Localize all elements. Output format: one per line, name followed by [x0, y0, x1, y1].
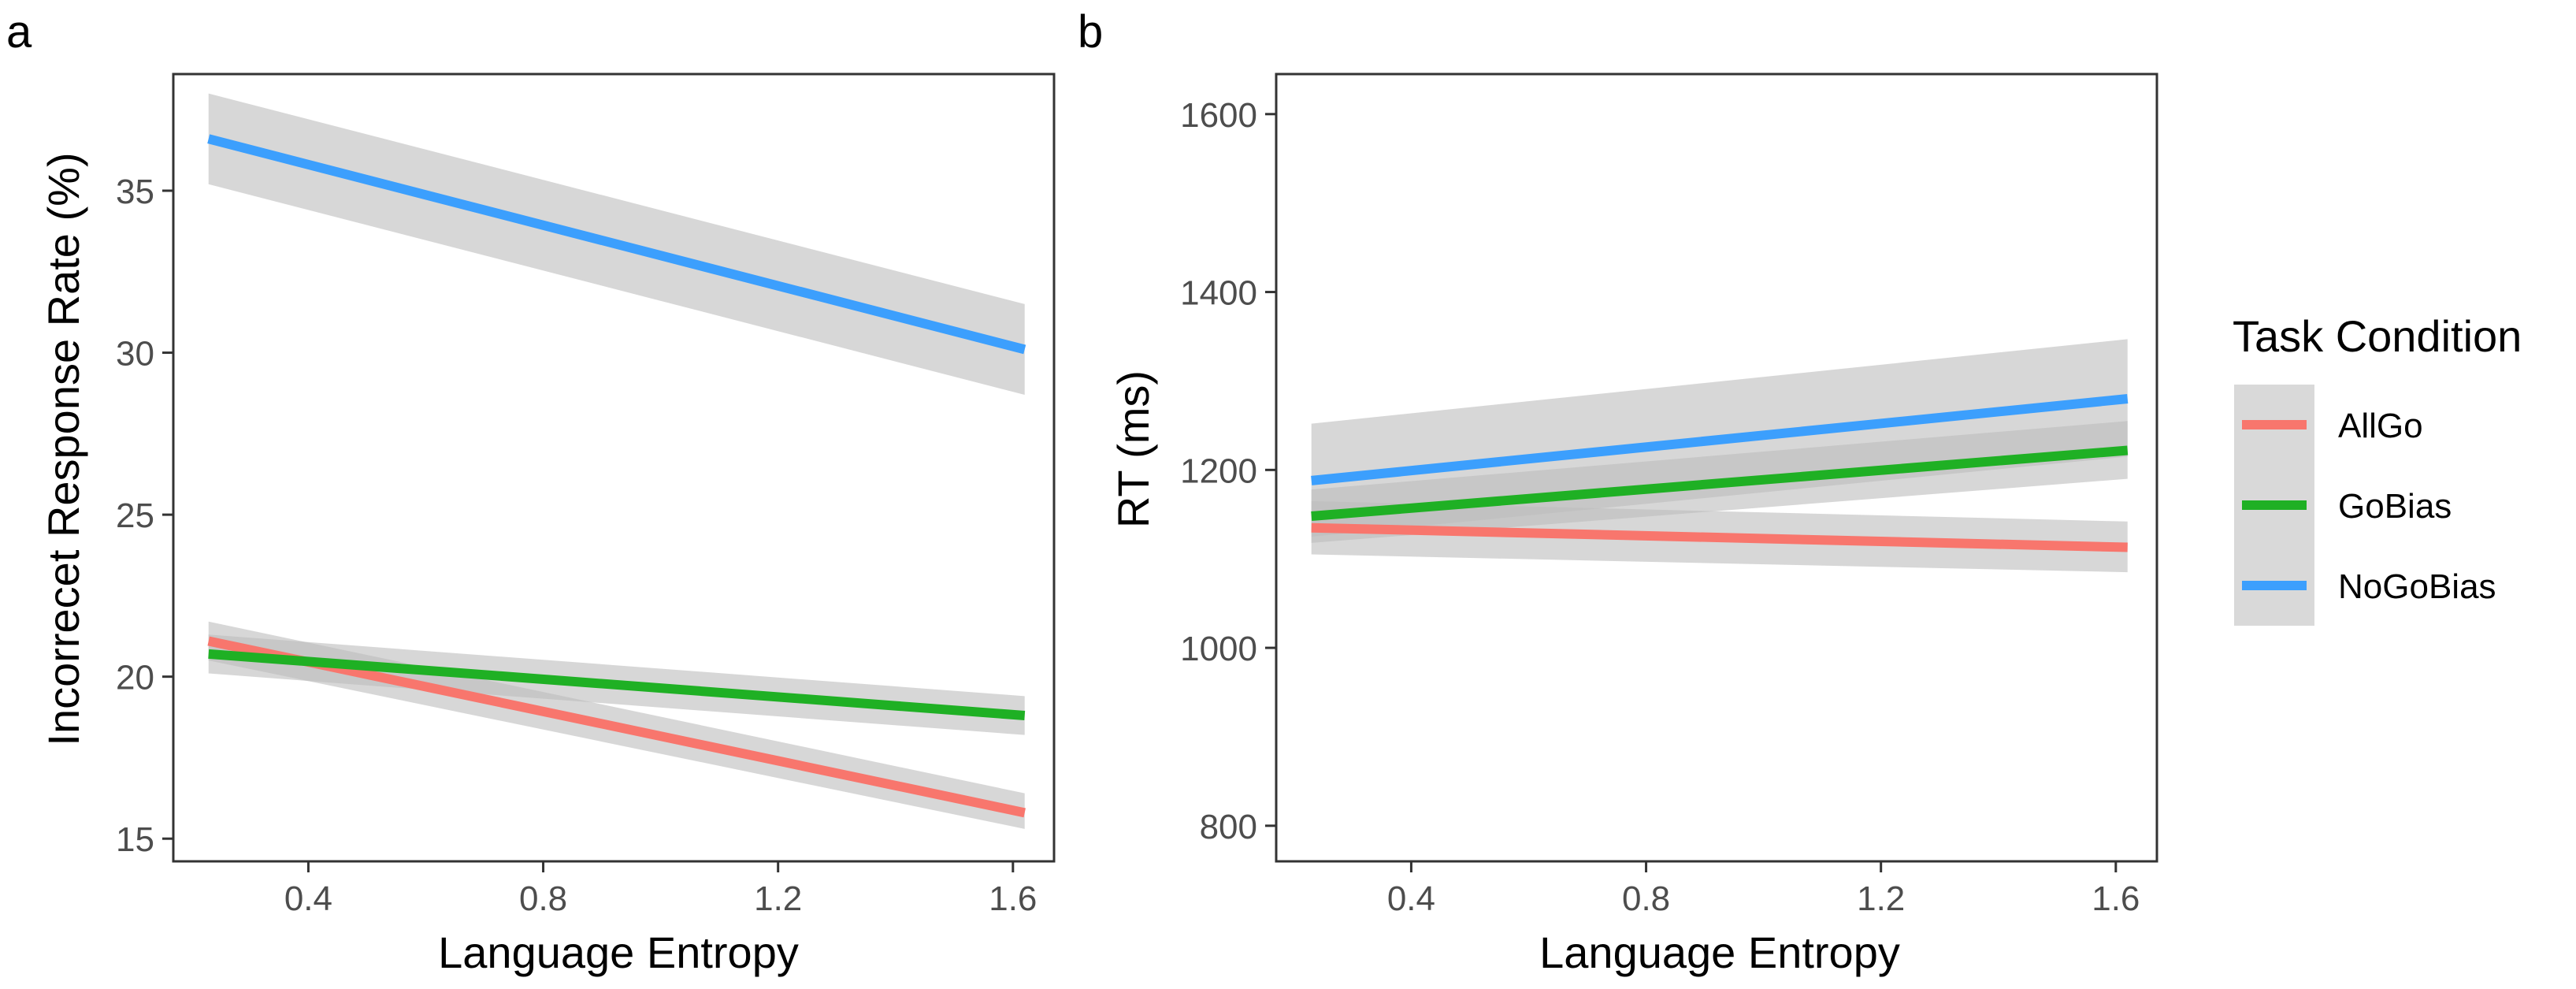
panel-b-x-tick-label: 1.6: [2092, 879, 2140, 918]
legend-label-allgo: AllGo: [2338, 407, 2423, 445]
panel-a-y-tick-label: 20: [116, 659, 154, 697]
panel-b-x-tick-label: 0.4: [1387, 879, 1435, 918]
legend-label-nogobias: NoGoBias: [2338, 567, 2496, 606]
panel-a-line-gobias: [208, 649, 1026, 720]
panel-b-x-tick-label: 0.8: [1622, 879, 1670, 918]
panel-a-x-tick-label: 0.4: [284, 879, 332, 918]
panel-a: a 0.4 0.8 1.2 1.6 15 20 25 30 35 Language Entrop…: [6, 6, 1056, 977]
panel-b-line-allgo: [1311, 522, 2128, 552]
panel-b-letter: b: [1078, 6, 1103, 58]
panel-b-y-tick-label: 1400: [1180, 274, 1257, 313]
panel-a-x-tick-label: 1.6: [989, 879, 1037, 918]
panel-b-x-axis-title: Language Entropy: [1539, 928, 1900, 977]
panel-a-line-allgo: [207, 636, 1026, 818]
panel-a-y-tick-label: 15: [116, 820, 154, 859]
panel-b-line-nogobias: [1311, 394, 2129, 485]
panel-a-letter: a: [6, 6, 32, 58]
panel-b-border: [1275, 73, 2158, 863]
panel-b-y-tick-label: 1200: [1180, 452, 1257, 490]
panel-a-y-axis-title: Incorrecet Response Rate (%): [39, 152, 88, 745]
panel-b-plot-area: 0.4 0.8 1.2 1.6 800 1000 1200 1400 1600: [1180, 73, 2158, 918]
panel-a-plot-area: 0.4 0.8 1.2 1.6 15 20 25 30 35: [116, 73, 1056, 918]
panel-a-x-axis-title: Language Entropy: [438, 928, 799, 977]
panel-a-y-tick-label: 35: [116, 173, 154, 211]
panel-b: b 0.4 0.8 1.2 1.6 800 1000 1200 1400 1600 Langua…: [1078, 6, 2158, 977]
panel-b-y-tick-label: 1600: [1180, 96, 1257, 135]
legend-label-gobias: GoBias: [2338, 487, 2452, 526]
panel-b-y-tick-label: 800: [1200, 808, 1257, 846]
panel-b-x-tick-label: 1.2: [1857, 879, 1905, 918]
panel-a-y-tick-label: 30: [116, 335, 154, 374]
panel-b-y-tick-label: 1000: [1180, 630, 1257, 668]
panel-a-y-tick-label: 25: [116, 496, 154, 535]
panel-b-y-axis-title: RT (ms): [1108, 370, 1158, 528]
legend: Task Condition AllGo GoBias NoGoBias: [2233, 311, 2522, 626]
panel-b-line-gobias: [1311, 445, 2129, 522]
legend-title: Task Condition: [2233, 311, 2522, 361]
panel-a-x-tick-label: 0.8: [519, 879, 567, 918]
panel-a-line-nogobias: [207, 134, 1026, 355]
panel-a-x-tick-label: 1.2: [754, 879, 802, 918]
panel-a-border: [172, 73, 1056, 863]
